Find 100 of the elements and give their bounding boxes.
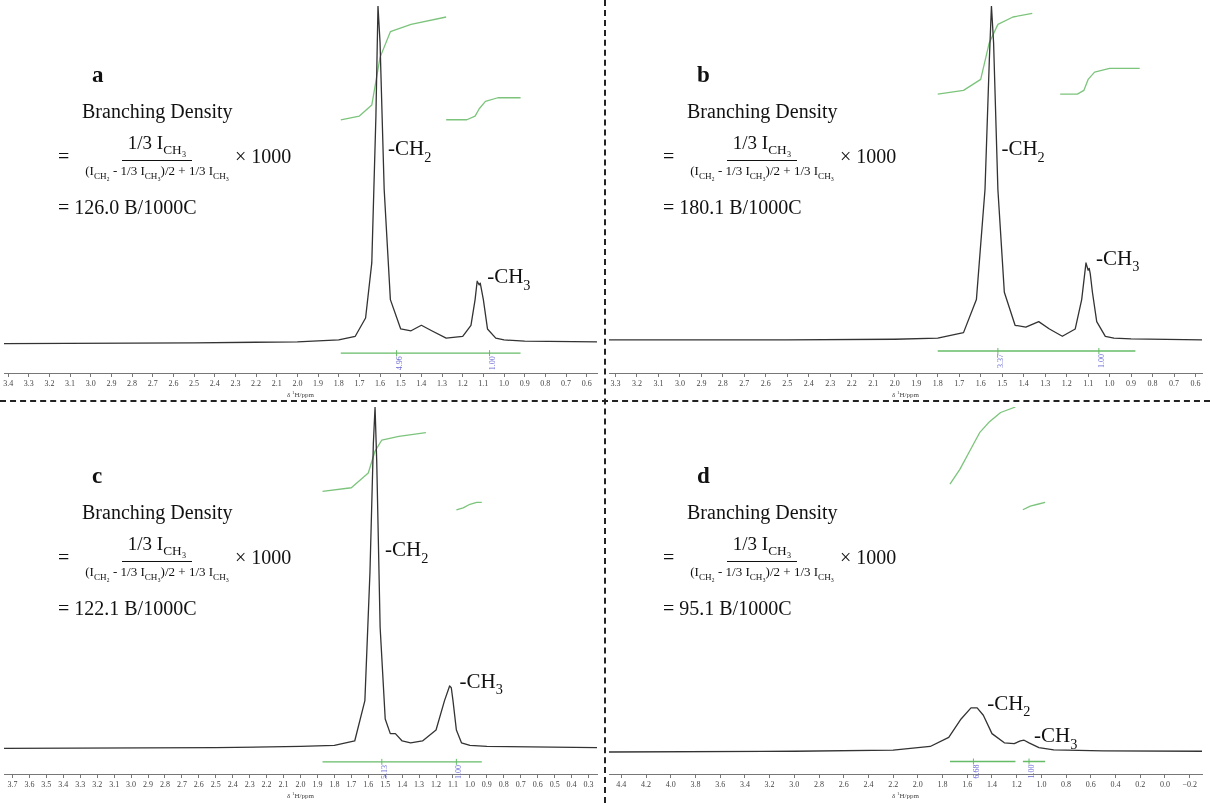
x-tick-label: 3.1 [653,378,664,388]
x-tick-label: 0.0 [1159,779,1170,789]
x-tick-label: 2.6 [168,378,179,388]
x-tick-label: 3.2 [92,779,103,789]
x-tick-label: 1.1 [1083,378,1094,388]
x-tick-label: 1.4 [416,378,427,388]
annotation: × 1000 [234,144,292,168]
x-tick-label: 2.5 [210,779,221,789]
x-tick-label: 2.2 [888,779,899,789]
x-tick-label: 1.7 [346,779,357,789]
annotation: × 1000 [839,545,897,569]
annotation: = [663,545,675,569]
x-tick-label: 2.0 [889,378,900,388]
annotation: = 180.1 B/1000C [663,196,802,219]
x-tick-label: 3.3 [75,779,86,789]
annotation: 1.00 [454,764,464,779]
annotation: (I$_{CH₂}$ - 1/3 I$_{CH₃}$)/2 + 1/3 I$_{CH₃}$ [690,161,834,181]
x-tick-label: 3.1 [109,779,120,789]
x-tick-label: 1.8 [333,378,344,388]
x-tick-label: 2.5 [189,378,200,388]
x-tick-label: 0.6 [1190,378,1201,388]
x-tick-label: 3.4 [3,378,14,388]
x-tick-label: 1.5 [395,378,406,388]
x-tick-label: 0.6 [581,378,592,388]
x-tick-label: 0.8 [498,779,509,789]
x-tick-label: 1.8 [329,779,340,789]
x-tick-label: 0.7 [515,779,526,789]
x-tick-label: 2.9 [106,378,117,388]
x-tick-label: 1.0 [1036,779,1047,789]
x-tick-label: 2.8 [717,378,728,388]
x-tick-label: 4.0 [665,779,676,789]
annotation: × 1000 [839,144,897,168]
x-tick-label: −0.2 [1182,779,1197,789]
x-tick-label: 1.0 [464,779,475,789]
x-tick-label: 3.1 [65,378,76,388]
x-tick-label: 1.4 [397,779,408,789]
x-tick-label: 3.3 [23,378,34,388]
x-tick-label: 2.2 [846,378,857,388]
annotation: Branching Density [687,100,838,123]
x-tick-label: 2.7 [147,378,158,388]
annotation: 1.00 [487,356,497,371]
annotation: 1/3 I$_{CH₃}$ [726,533,798,562]
annotation: 1.00 [1096,353,1106,368]
annotation: 5.13 [379,764,389,779]
x-tick-label: 3.2 [764,779,775,789]
annotation: 3.37 [995,353,1005,368]
text: b [697,62,710,88]
x-tick-label: 2.6 [193,779,204,789]
text: d [697,463,710,489]
annotation: Branching Density [687,501,838,524]
x-tick-label: 1.2 [1061,378,1072,388]
x-tick-label: 2.6 [760,378,771,388]
x-tick-label: 3.7 [7,779,18,789]
x-tick-label: 4.4 [616,779,627,789]
x-tick-label: 2.0 [295,779,306,789]
x-tick-label: 1.2 [431,779,442,789]
x-tick-label: 3.2 [44,378,55,388]
x-tick-label: 2.9 [696,378,707,388]
x-tick-label: 3.8 [690,779,701,789]
annotation: 1.00 [1027,764,1037,779]
x-tick-label: 2.4 [227,779,238,789]
x-tick-label: 2.3 [230,378,241,388]
x-tick-label: 2.7 [739,378,750,388]
annotation: (I$_{CH₂}$ - 1/3 I$_{CH₃}$)/2 + 1/3 I$_{CH₃}$ [85,161,229,181]
x-tick-label: 0.7 [1169,378,1180,388]
x-tick-label: 2.3 [825,378,836,388]
x-tick-label: 1.0 [499,378,510,388]
x-tick-label: 3.4 [739,779,750,789]
x-tick-label: 1.1 [478,378,489,388]
x-tick-label: 0.9 [481,779,492,789]
annotation: = 95.1 B/1000C [663,597,792,620]
x-tick-label: 0.4 [1110,779,1121,789]
x-tick-label: 2.1 [271,378,282,388]
x-tick-label: 3.0 [789,779,800,789]
annotation: = [663,144,675,168]
text: a [92,62,104,88]
annotation: 4.96 [394,356,404,371]
x-tick-label: 2.6 [838,779,849,789]
x-tick-label: 1.9 [312,779,323,789]
x-tick-label: 1.0 [1104,378,1115,388]
x-tick-label: 1.6 [363,779,374,789]
x-tick-label: 3.0 [126,779,137,789]
x-tick-label: 1.6 [962,779,973,789]
annotation: 1/3 I$_{CH₃}$ [121,132,193,161]
x-tick-label: 1.3 [437,378,448,388]
x-tick-label: 3.4 [58,779,69,789]
x-tick-label: 2.4 [803,378,814,388]
x-tick-label: 1.9 [911,378,922,388]
x-tick-label: 3.5 [41,779,52,789]
annotation: (I$_{CH₂}$ - 1/3 I$_{CH₃}$)/2 + 1/3 I$_{CH₃}$ [690,562,834,582]
x-tick-label: 0.6 [1085,779,1096,789]
text: c [92,463,103,489]
annotation: Branching Density [82,501,233,524]
x-tick-label: 1.6 [975,378,986,388]
annotation: Branching Density [82,100,233,123]
annotation: = [58,545,70,569]
x-tick-label: 0.8 [1061,779,1072,789]
x-tick-label: 1.2 [457,378,468,388]
x-tick-label: 2.9 [143,779,154,789]
x-tick-label: 0.7 [561,378,572,388]
